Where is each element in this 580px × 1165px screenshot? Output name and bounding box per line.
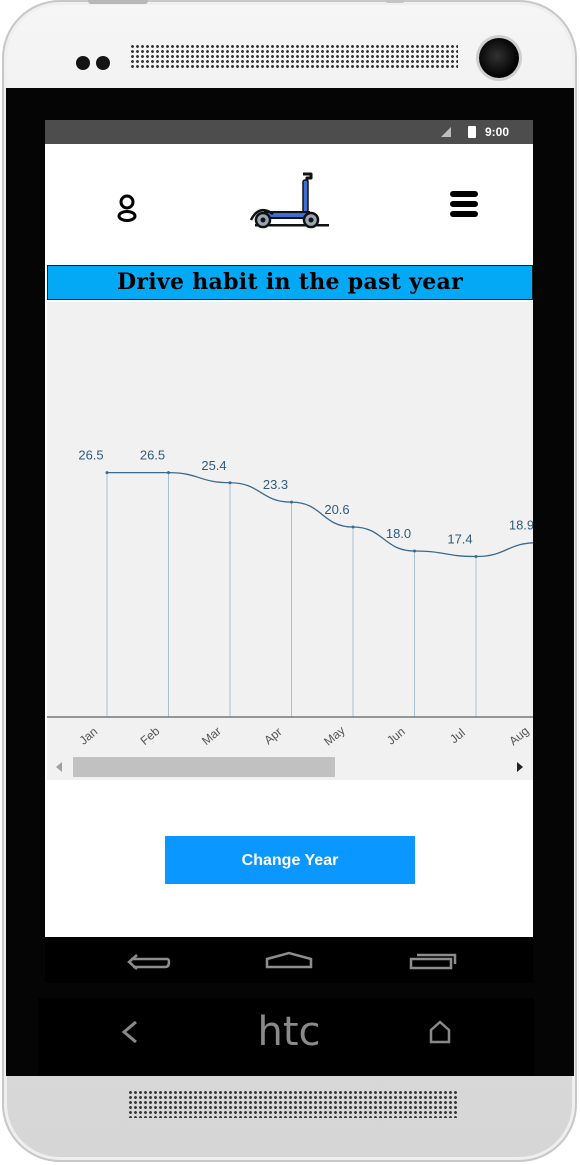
app-header xyxy=(45,144,533,264)
value-label-apr: 23.3 xyxy=(263,477,288,492)
banner-title: Drive habit in the past year xyxy=(117,269,463,295)
data-point-feb[interactable] xyxy=(167,471,170,475)
change-year-button[interactable]: Change Year xyxy=(165,836,415,884)
hamburger-menu-icon[interactable] xyxy=(449,188,479,220)
value-label-may: 20.6 xyxy=(324,502,349,517)
x-tick-label-jan: Jan xyxy=(77,724,101,747)
chart-horizontal-scrollbar[interactable] xyxy=(47,756,533,778)
front-camera xyxy=(479,38,519,78)
value-label-jan: 26.5 xyxy=(78,448,103,463)
value-label-mar: 25.4 xyxy=(201,458,226,473)
x-tick-label-jun: Jun xyxy=(384,724,408,747)
scroll-right-arrow[interactable] xyxy=(517,762,523,772)
value-label-aug: 18.9 xyxy=(509,518,533,533)
signal-icon xyxy=(441,127,451,137)
home-icon[interactable] xyxy=(265,951,313,969)
back-icon[interactable] xyxy=(127,954,171,970)
app-screen: 9:00 Drive habit in the past year 26.5 Ja… xyxy=(45,120,533,937)
x-tick-label-aug: Aug xyxy=(506,724,531,748)
data-point-jan[interactable] xyxy=(105,471,109,475)
android-nav-bar xyxy=(45,937,533,983)
earpiece-speaker xyxy=(130,44,458,70)
x-tick-label-feb: Feb xyxy=(138,724,163,748)
proximity-sensor xyxy=(76,56,90,70)
status-time: 9:00 xyxy=(484,125,509,139)
x-tick-label-mar: Mar xyxy=(199,724,224,748)
scroll-left-arrow[interactable] xyxy=(56,762,62,772)
series-line xyxy=(107,471,533,558)
x-tick-label-jul: Jul xyxy=(447,726,468,747)
hardware-keys-panel xyxy=(38,998,534,1076)
data-point-jun[interactable] xyxy=(413,549,416,553)
data-point-may[interactable] xyxy=(351,525,355,529)
kick-scooter-icon xyxy=(249,172,329,229)
top-notch-right xyxy=(385,0,405,3)
data-point-mar[interactable] xyxy=(228,481,232,485)
recent-apps-icon[interactable] xyxy=(409,953,457,970)
battery-icon xyxy=(468,126,476,138)
status-bar: 9:00 xyxy=(45,120,533,144)
x-tick-label-may: May xyxy=(321,723,347,748)
value-label-jul: 17.4 xyxy=(447,532,472,547)
line-chart-svg: 26.5 Jan 26.5 Feb 25.4 Mar 23.3 Apr 20.6 May 18.0 J… xyxy=(47,448,533,749)
section-banner: Drive habit in the past year xyxy=(47,265,533,300)
data-point-jul[interactable] xyxy=(474,555,478,559)
data-point-apr[interactable] xyxy=(290,500,293,504)
user-icon[interactable] xyxy=(115,192,139,224)
x-tick-label-apr: Apr xyxy=(261,725,284,748)
light-sensor xyxy=(96,56,110,70)
value-label-jun: 18.0 xyxy=(386,526,411,541)
value-label-feb: 26.5 xyxy=(140,448,165,463)
top-notch xyxy=(88,0,148,4)
drive-habit-chart[interactable]: 26.5 Jan 26.5 Feb 25.4 Mar 23.3 Apr 20.6 May 18.0 J… xyxy=(47,302,533,780)
scrollbar-thumb[interactable] xyxy=(73,757,335,777)
bottom-speaker xyxy=(128,1090,458,1118)
